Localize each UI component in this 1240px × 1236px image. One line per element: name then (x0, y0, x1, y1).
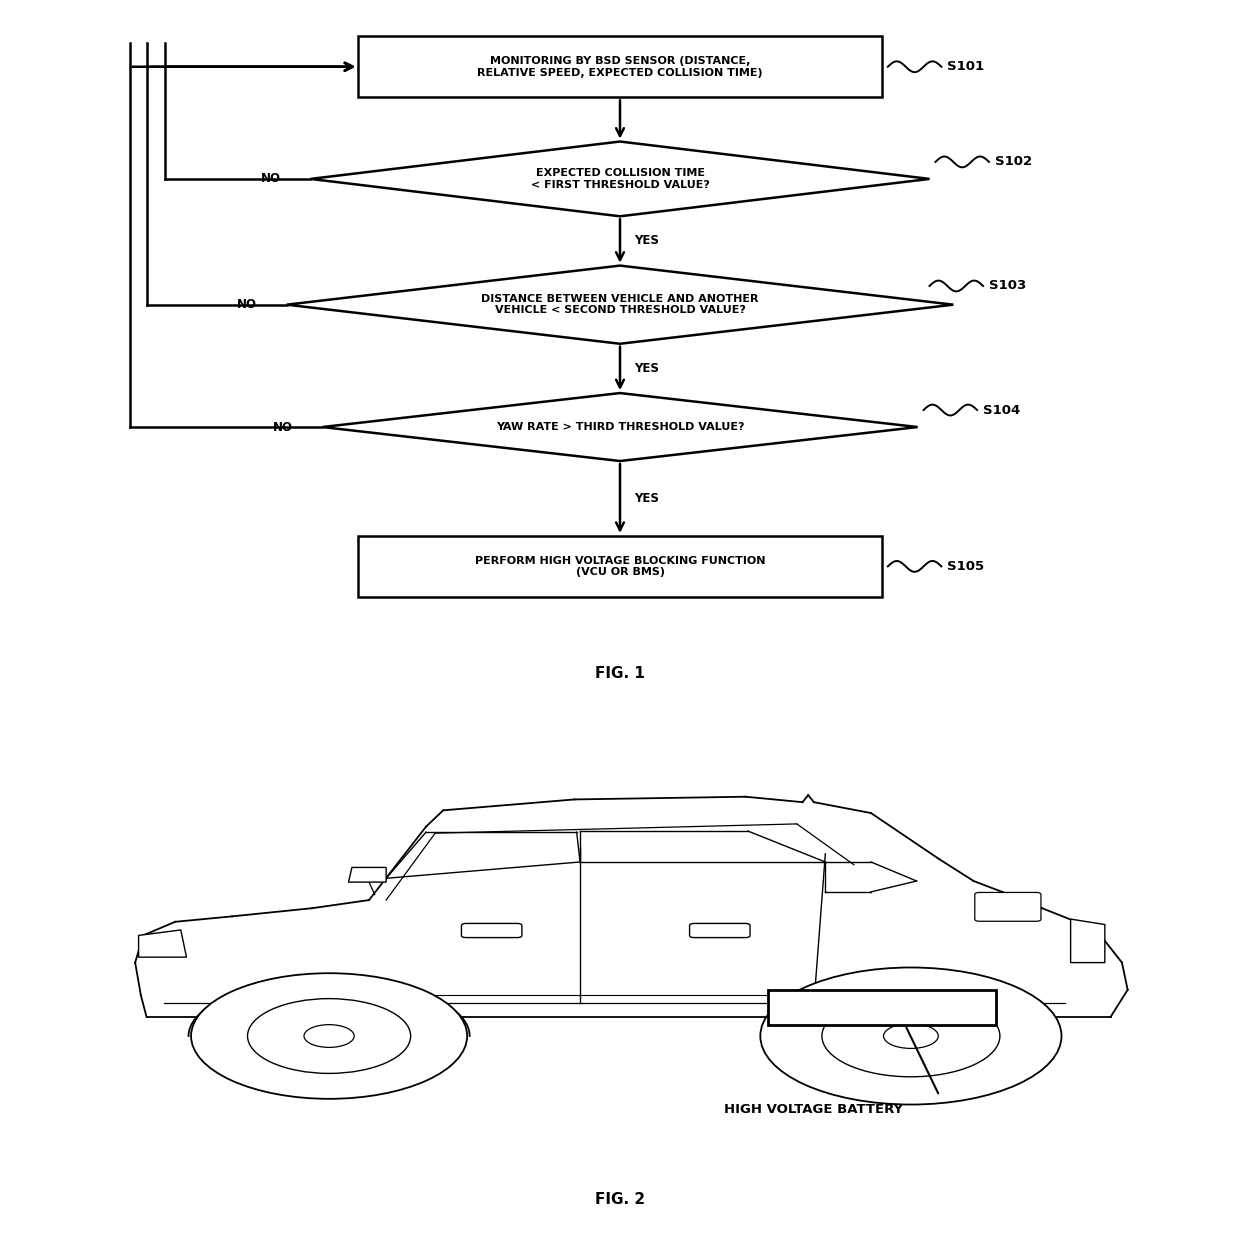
Text: S105: S105 (947, 560, 985, 574)
Text: S102: S102 (994, 156, 1032, 168)
Polygon shape (348, 868, 386, 883)
Polygon shape (1070, 920, 1105, 963)
Polygon shape (322, 393, 918, 461)
Text: NO: NO (237, 298, 257, 311)
Text: YAW RATE > THIRD THRESHOLD VALUE?: YAW RATE > THIRD THRESHOLD VALUE? (496, 421, 744, 433)
Polygon shape (286, 266, 954, 344)
Text: YES: YES (635, 492, 660, 506)
Ellipse shape (304, 1025, 355, 1047)
Text: YES: YES (635, 362, 660, 375)
Text: NO: NO (273, 420, 293, 434)
Text: S103: S103 (990, 279, 1027, 293)
Text: YES: YES (635, 235, 660, 247)
Text: FIG. 1: FIG. 1 (595, 666, 645, 681)
FancyBboxPatch shape (358, 36, 882, 98)
Ellipse shape (884, 1023, 939, 1048)
FancyBboxPatch shape (461, 923, 522, 938)
Polygon shape (310, 141, 930, 216)
Text: PERFORM HIGH VOLTAGE BLOCKING FUNCTION
(VCU OR BMS): PERFORM HIGH VOLTAGE BLOCKING FUNCTION (… (475, 556, 765, 577)
FancyBboxPatch shape (975, 892, 1040, 921)
Ellipse shape (191, 973, 467, 1099)
Text: HIGH VOLTAGE BATTERY: HIGH VOLTAGE BATTERY (724, 1103, 904, 1116)
Ellipse shape (822, 995, 999, 1077)
FancyBboxPatch shape (689, 923, 750, 938)
Text: S101: S101 (947, 61, 985, 73)
Text: DISTANCE BETWEEN VEHICLE AND ANOTHER
VEHICLE < SECOND THRESHOLD VALUE?: DISTANCE BETWEEN VEHICLE AND ANOTHER VEH… (481, 294, 759, 315)
Ellipse shape (760, 968, 1061, 1105)
Text: MONITORING BY BSD SENSOR (DISTANCE,
RELATIVE SPEED, EXPECTED COLLISION TIME): MONITORING BY BSD SENSOR (DISTANCE, RELA… (477, 56, 763, 78)
Text: FIG. 2: FIG. 2 (595, 1192, 645, 1206)
Polygon shape (139, 929, 186, 957)
Text: EXPECTED COLLISION TIME
< FIRST THRESHOLD VALUE?: EXPECTED COLLISION TIME < FIRST THRESHOL… (531, 168, 709, 189)
FancyBboxPatch shape (358, 535, 882, 597)
Ellipse shape (248, 999, 410, 1073)
Text: NO: NO (260, 172, 280, 185)
FancyBboxPatch shape (769, 990, 997, 1025)
Text: S104: S104 (983, 403, 1021, 417)
